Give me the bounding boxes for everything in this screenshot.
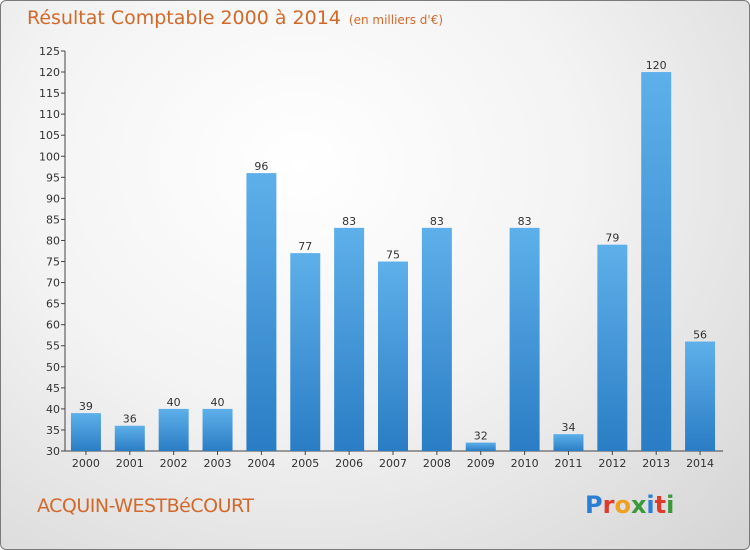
x-tick-label: 2009	[467, 457, 495, 470]
x-tick-label: 2000	[72, 457, 100, 470]
brand-letter: P	[585, 491, 603, 519]
bar-2006	[334, 227, 365, 451]
y-axis: 30 35 40 45 50 55 60 65 70 75 80 85 90 95 100 105 110 115…	[39, 45, 66, 458]
bar-value-label: 75	[386, 249, 400, 262]
y-tick-label: 75	[46, 256, 60, 269]
x-tick-label: 2003	[204, 457, 232, 470]
y-tick-label: 120	[39, 66, 60, 79]
x-tick-label: 2013	[642, 457, 670, 470]
x-tick-label: 2011	[554, 457, 582, 470]
bar-value-label: 40	[211, 396, 225, 409]
bar-value-label: 40	[167, 396, 181, 409]
bar-2001	[114, 425, 145, 451]
bar-2011	[553, 434, 584, 451]
bar-2008	[421, 227, 452, 451]
bar-value-label: 32	[474, 430, 488, 443]
brand-letter: i	[666, 491, 675, 519]
bar-2007	[378, 261, 408, 451]
bar-2014	[685, 341, 716, 451]
brand-letter: r	[602, 491, 615, 519]
y-tick-label: 110	[39, 108, 60, 121]
bar-value-label: 83	[518, 215, 532, 228]
bar-value-label: 79	[605, 232, 619, 245]
x-tick-label: 2004	[247, 457, 275, 470]
bar-value-label: 96	[254, 160, 268, 173]
x-tick-label: 2002	[160, 457, 188, 470]
chart-subtitle: (en milliers d'€)	[348, 13, 444, 27]
y-tick-label: 55	[46, 340, 60, 353]
bar-value-label: 39	[79, 400, 93, 413]
y-tick-label: 90	[46, 192, 60, 205]
x-tick-label: 2010	[511, 457, 539, 470]
y-tick-label: 115	[39, 87, 60, 100]
bar-value-label: 34	[561, 421, 575, 434]
x-tick-label: 2001	[116, 457, 144, 470]
brand-letter: i	[646, 491, 655, 519]
bar-2002	[158, 408, 189, 451]
y-tick-label: 85	[46, 213, 60, 226]
y-tick-label: 50	[46, 361, 60, 374]
bars: 39 36 40 40 96 77 83 75 83 32 83 34 79 120 56	[70, 59, 716, 451]
x-tick-label: 2014	[686, 457, 714, 470]
bar-2003	[202, 408, 233, 451]
bar-2013	[641, 72, 672, 451]
bar-2010	[509, 227, 540, 451]
y-tick-label: 65	[46, 298, 60, 311]
y-tick-label: 125	[39, 45, 60, 58]
brand-letter: x	[630, 491, 647, 519]
y-tick-label: 105	[39, 129, 60, 142]
y-tick-label: 35	[46, 424, 60, 437]
bar-value-label: 83	[342, 215, 356, 228]
x-tick-label: 2008	[423, 457, 451, 470]
y-tick-label: 30	[46, 445, 60, 458]
bar-2012	[597, 244, 628, 451]
y-tick-label: 80	[46, 234, 60, 247]
bar-2000	[70, 413, 101, 451]
bar-2004	[246, 173, 277, 451]
bar-value-label: 120	[646, 59, 667, 72]
bar-value-label: 56	[693, 329, 707, 342]
bar-value-label: 83	[430, 215, 444, 228]
bar-value-label: 36	[123, 413, 137, 426]
commune-name: ACQUIN-WESTBéCOURT	[37, 495, 254, 517]
brand-letter: o	[614, 491, 631, 519]
x-tick-label: 2012	[598, 457, 626, 470]
x-tick-label: 2005	[291, 457, 319, 470]
y-tick-label: 70	[46, 277, 60, 290]
bar-value-label: 77	[298, 240, 312, 253]
y-tick-label: 95	[46, 171, 60, 184]
y-tick-label: 40	[46, 403, 60, 416]
y-tick-label: 45	[46, 382, 60, 395]
bar-2009	[465, 442, 496, 451]
brand-letter: t	[654, 491, 667, 519]
chart-title: Résultat Comptable 2000 à 2014 (en millie…	[27, 7, 444, 29]
x-tick-label: 2006	[335, 457, 363, 470]
y-tick-label: 60	[46, 319, 60, 332]
brand-logo: Proxiti	[585, 491, 674, 519]
x-tick-label: 2007	[379, 457, 407, 470]
y-tick-label: 100	[39, 150, 60, 163]
x-axis: 2000 2001 2002 2003 2004 2005 2006 2007 2008 2009…	[65, 450, 723, 470]
bar-2005	[290, 253, 321, 451]
